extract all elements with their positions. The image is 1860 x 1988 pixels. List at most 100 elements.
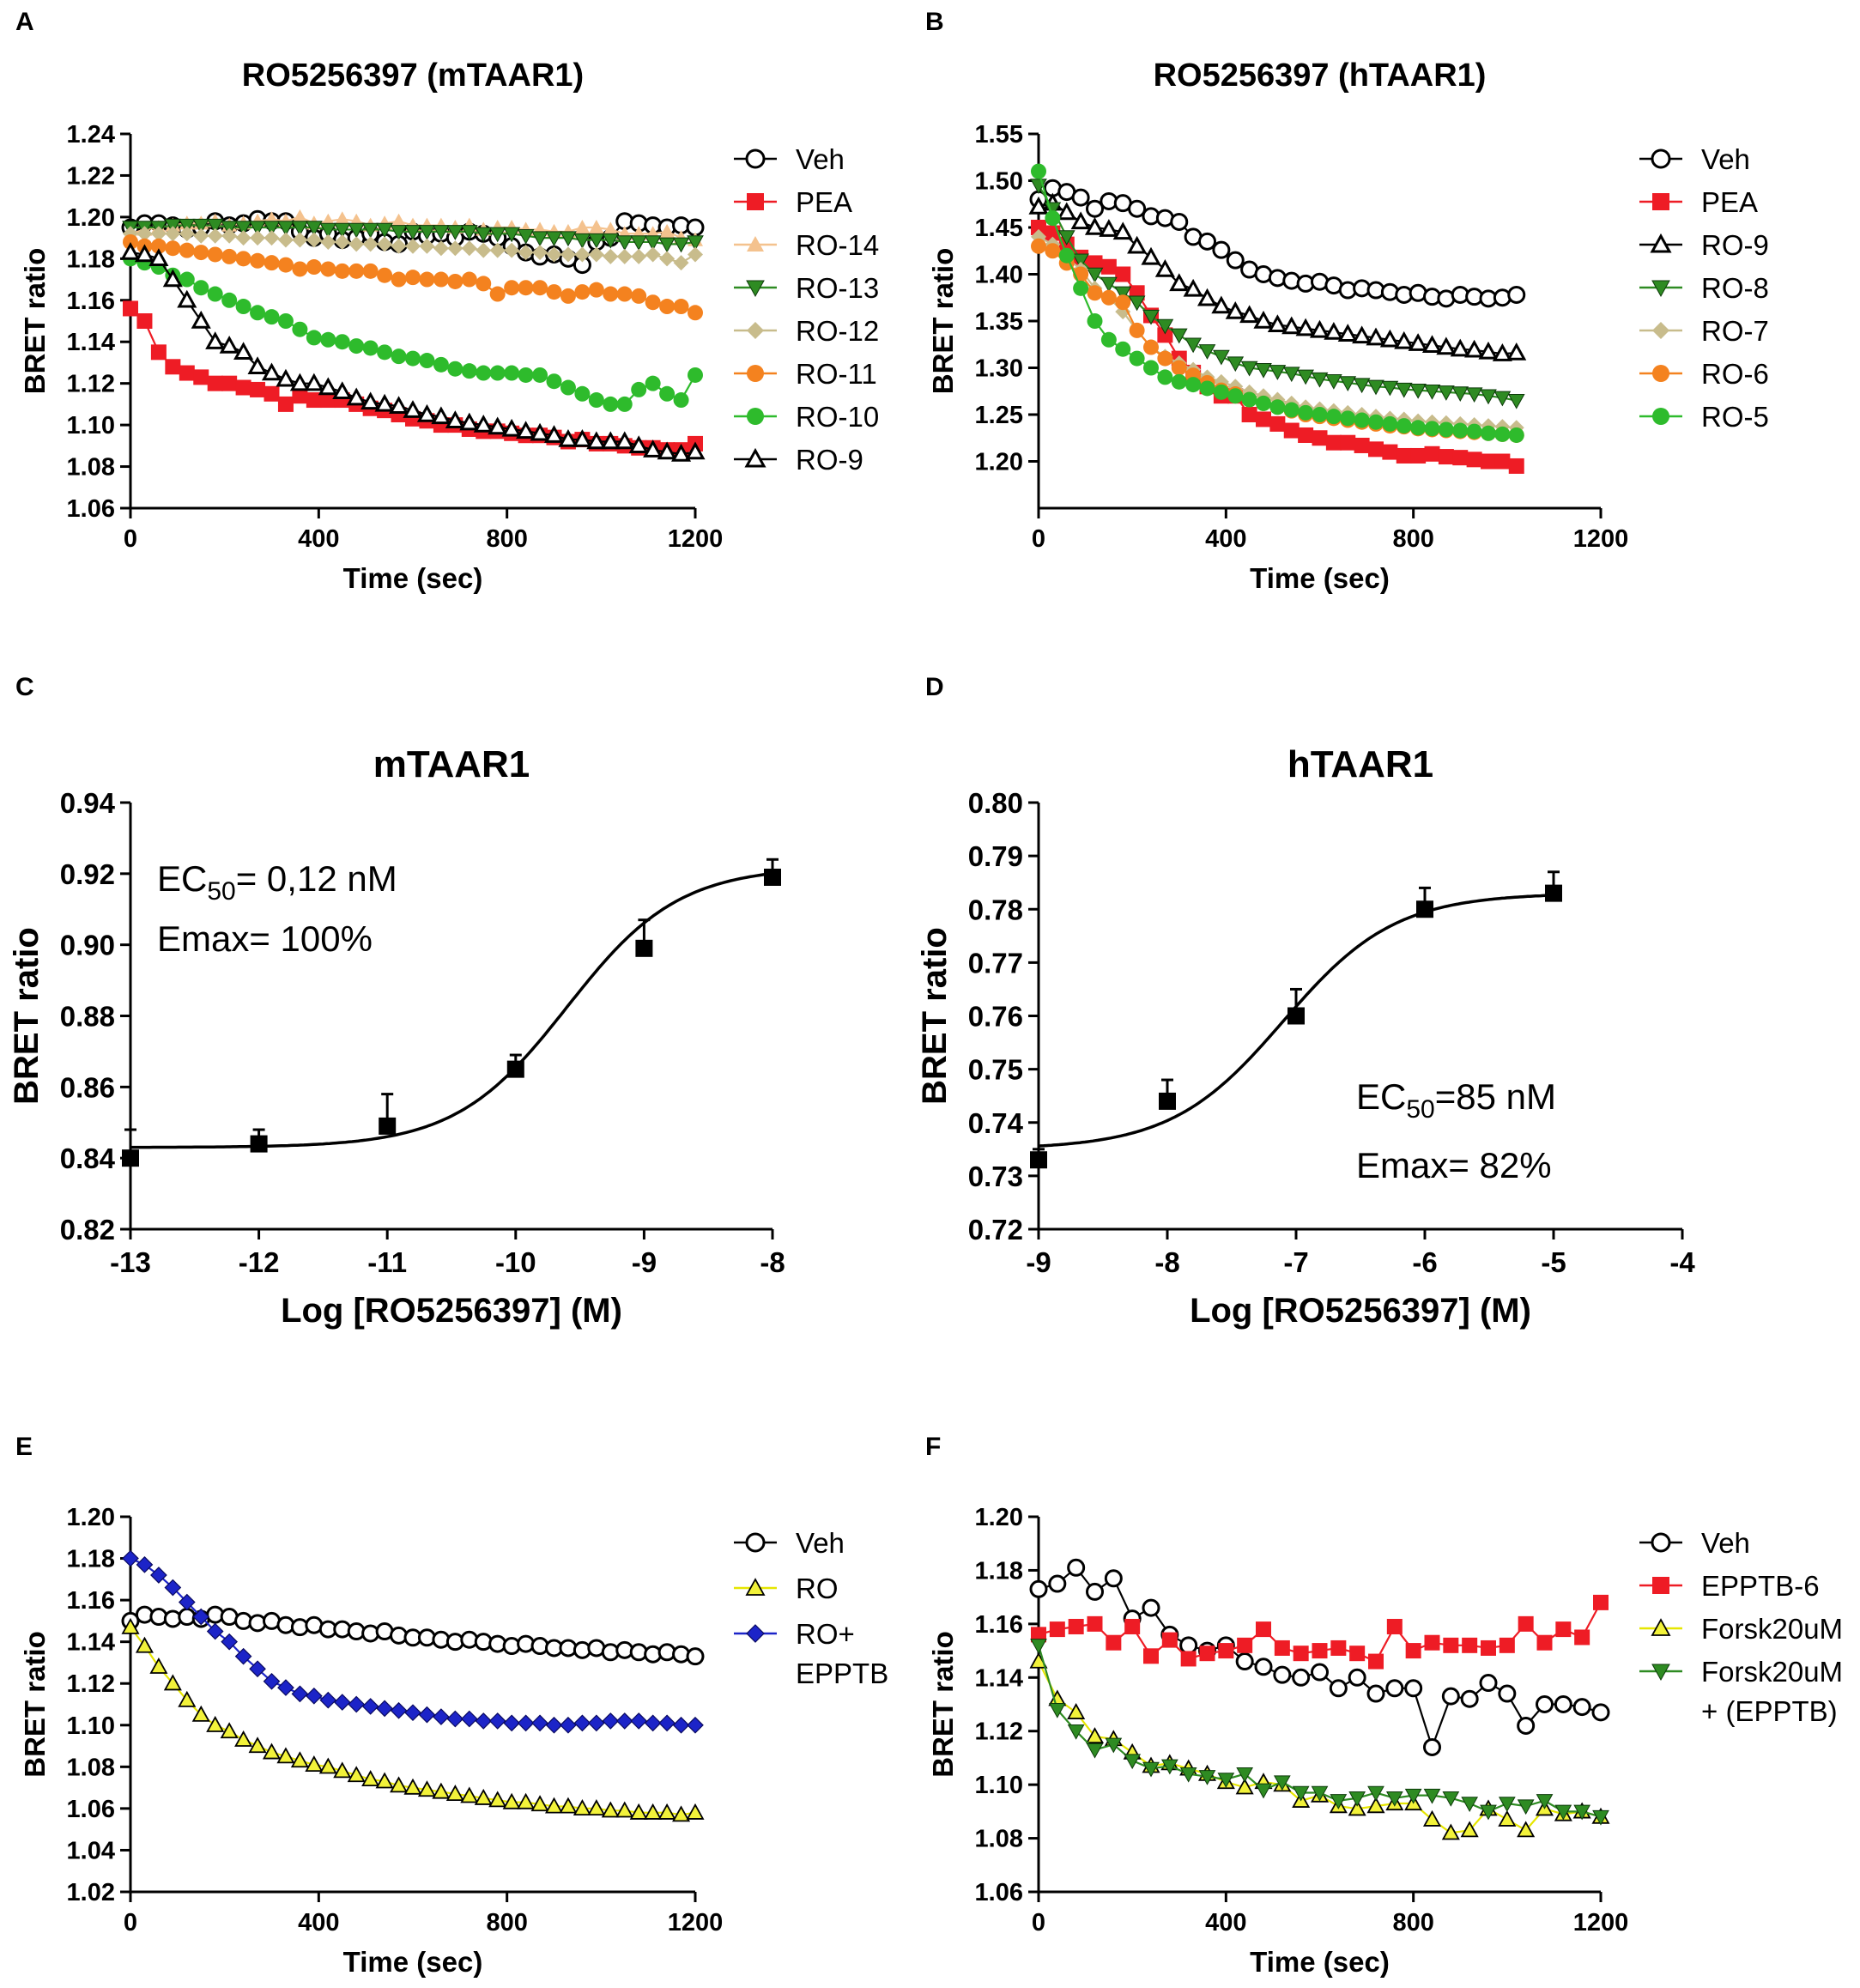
y-tick-label: 0.94	[60, 787, 116, 819]
data-point	[207, 286, 223, 302]
data-point	[1312, 407, 1328, 422]
legend-marker	[1651, 1618, 1671, 1636]
legend-label: Forsk20uM	[1701, 1656, 1843, 1688]
data-point	[1311, 1663, 1329, 1682]
data-point	[1354, 437, 1370, 453]
legend-label: RO-6	[1701, 358, 1769, 390]
data-point	[1058, 247, 1075, 264]
data-point	[657, 441, 677, 460]
y-tick-label: 1.04	[67, 1837, 115, 1864]
data-point	[419, 238, 435, 254]
series-veh	[1029, 1558, 1610, 1756]
legend-marker	[747, 365, 764, 382]
legend-label: Forsk20uM	[1701, 1613, 1843, 1645]
data-point	[1498, 1809, 1517, 1827]
data-point	[306, 392, 322, 409]
y-tick-label: 1.02	[67, 1879, 115, 1906]
data-point	[1405, 1643, 1421, 1659]
legend-label: EPPTB	[796, 1658, 888, 1689]
y-tick-label: 0.76	[968, 1001, 1023, 1033]
x-axis-label: Time (sec)	[1250, 562, 1390, 594]
data-point	[1067, 1558, 1086, 1577]
legend-marker	[1652, 193, 1669, 210]
data-point	[1394, 330, 1415, 349]
legend: Veh PEA RO-9 RO-8 RO-7 RO-6 RO-5	[1639, 143, 1769, 433]
panel-label: E	[15, 1433, 33, 1461]
data-point	[219, 335, 239, 354]
data-point	[1325, 374, 1342, 390]
data-point	[1348, 1668, 1366, 1687]
data-point	[1100, 289, 1117, 306]
data-point	[1298, 427, 1314, 443]
data-point	[193, 369, 209, 385]
y-tick-label: 1.20	[67, 204, 115, 232]
data-point	[221, 248, 238, 264]
x-tick-label: 400	[1205, 1909, 1246, 1936]
data-point	[134, 244, 154, 263]
data-point	[1466, 423, 1482, 439]
data-point	[177, 289, 197, 308]
data-point	[488, 1791, 507, 1808]
data-point	[191, 310, 211, 329]
data-point	[417, 1780, 436, 1797]
data-point	[1142, 1761, 1160, 1778]
data-point	[1381, 380, 1399, 397]
legend: Veh PEA RO-14 RO-13 RO-12 RO-11 RO-10 RO-9	[734, 143, 879, 476]
data-point	[1115, 294, 1131, 311]
data-point	[1171, 373, 1187, 390]
data-point	[136, 226, 153, 242]
data-point	[1379, 329, 1400, 348]
data-point	[502, 1792, 521, 1809]
data-point	[375, 1772, 394, 1789]
series-line	[1038, 1661, 1602, 1834]
data-point	[1382, 444, 1398, 460]
data-point	[489, 242, 506, 258]
data-point	[516, 421, 536, 439]
panel-label: C	[15, 673, 34, 701]
data-point	[1068, 1618, 1084, 1634]
data-point	[135, 1636, 154, 1653]
data-point	[615, 431, 635, 450]
data-point	[433, 225, 450, 240]
y-tick-label: 1.20	[975, 1504, 1023, 1531]
y-tick-label: 1.12	[67, 1670, 115, 1698]
data-point	[1293, 1646, 1309, 1662]
series-ro-9	[120, 241, 706, 462]
data-point	[1508, 427, 1524, 443]
data-point	[1481, 453, 1496, 470]
legend-marker	[1652, 408, 1669, 425]
y-axis-label: BRET ratio	[19, 1631, 51, 1778]
legend-marker	[745, 148, 766, 169]
data-point	[1235, 1652, 1254, 1671]
y-tick-label: 1.14	[67, 329, 115, 356]
data-point	[1100, 258, 1117, 275]
data-point	[546, 246, 562, 263]
x-axis-label: Time (sec)	[343, 562, 483, 594]
data-point	[1423, 385, 1441, 400]
data-point	[1104, 1569, 1123, 1588]
data-point	[1283, 402, 1300, 418]
data-point	[136, 313, 153, 329]
data-point	[1170, 212, 1189, 231]
data-point	[1464, 339, 1485, 358]
data-point	[1518, 1615, 1534, 1632]
data-point	[644, 1714, 662, 1732]
data-point	[488, 416, 508, 435]
data-point	[1366, 1684, 1385, 1703]
y-tick-label: 1.12	[975, 1718, 1023, 1746]
data-point	[277, 313, 294, 329]
x-tick-label: 400	[1205, 525, 1246, 553]
data-point	[1424, 445, 1440, 462]
data-point	[1386, 1618, 1403, 1634]
data-point	[1240, 361, 1258, 377]
data-point	[1311, 1785, 1329, 1802]
data-point	[475, 227, 493, 243]
data-point	[418, 1706, 436, 1724]
data-point	[292, 261, 308, 277]
data-point	[560, 246, 576, 263]
data-point	[560, 379, 576, 396]
data-point	[416, 403, 437, 422]
data-point	[277, 257, 294, 273]
data-point	[1157, 350, 1173, 367]
data-point	[1213, 384, 1229, 400]
